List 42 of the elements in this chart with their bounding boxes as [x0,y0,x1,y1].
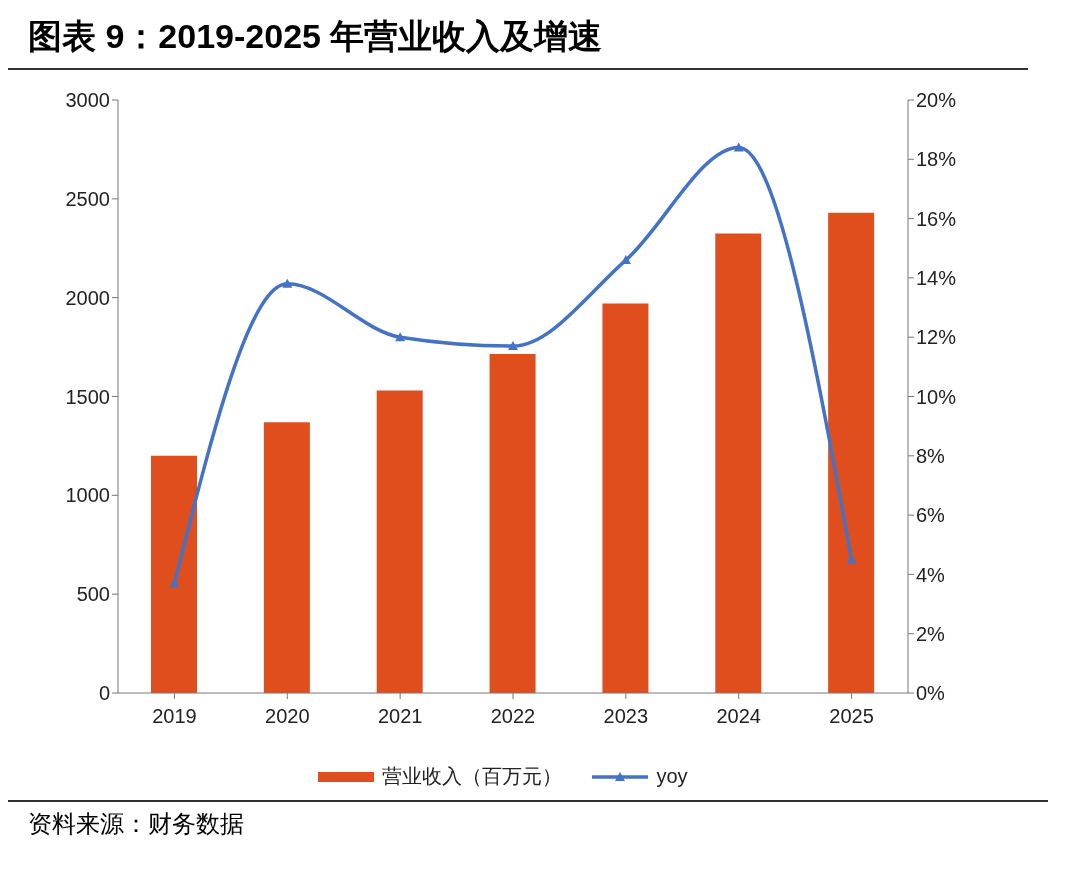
x-tick-label: 2023 [603,705,649,728]
y2-tick-label: 0% [916,682,946,705]
y2-tick-label: 6% [916,504,946,527]
bar [151,455,197,693]
y2-tick-label: 4% [916,563,946,586]
x-tick-label: 2021 [377,705,423,728]
y2-tick-label: 2% [916,622,946,645]
point [846,554,857,564]
y-tick-label: 2000 [65,286,110,309]
y-tick-label: 0 [98,682,110,705]
text: 资料来源：财务数据 [28,809,245,839]
y2-tick-label: 14% [916,267,957,289]
y-tick-label: 3000 [65,89,110,112]
y2-tick-label: 10% [916,385,957,408]
point [508,341,518,351]
x-tick-label: 2022 [490,705,536,728]
legend-label: yoy [655,764,688,789]
bar [376,390,423,693]
y-tick-label: 1000 [65,484,110,507]
bar [263,422,310,693]
bar [489,354,536,693]
y2-tick-label: 8% [916,444,946,467]
y2-tick-label: 16% [916,207,957,230]
x-tick-label: 2020 [265,705,310,728]
point [169,578,180,588]
point [733,142,744,152]
x-tick-label: 2024 [716,705,761,728]
y2-tick-label: 18% [916,148,957,171]
point [282,278,293,288]
bar [715,233,762,693]
y-tick-label: 2500 [65,187,110,210]
bar [602,303,649,693]
y-tick-label: 1500 [65,385,110,408]
y-tick-label: 500 [76,583,110,606]
legend-label: 营业收入（百万元） [381,764,563,789]
y2-tick-label: 12% [916,326,957,349]
x-tick-label: 2025 [829,705,874,728]
chart-title: 图表 9：2019-2025 年营业收入及增速 [8,8,1028,70]
point [395,332,406,342]
x-tick-label: 2019 [152,705,197,728]
y2-tick-label: 20% [916,89,957,112]
bar [828,212,875,693]
